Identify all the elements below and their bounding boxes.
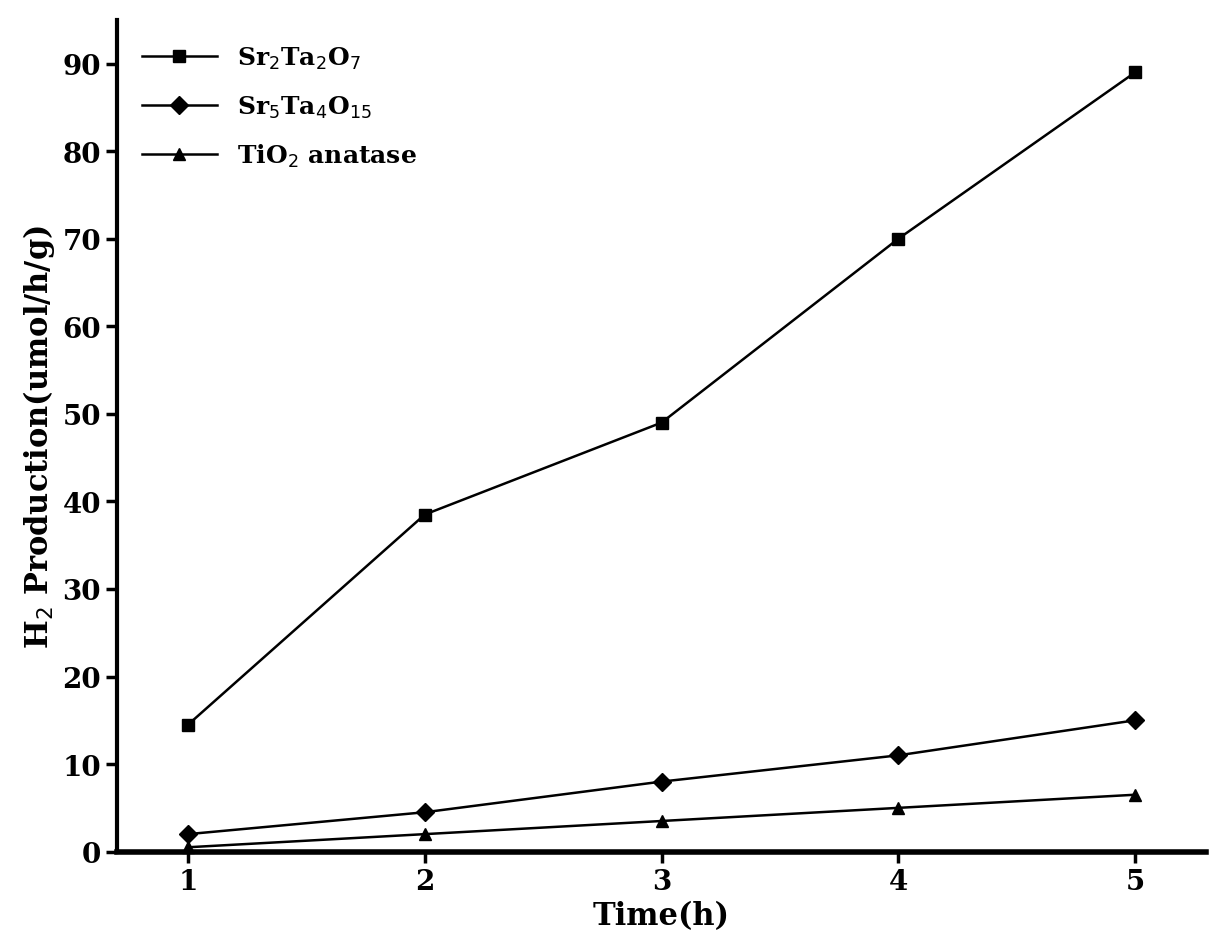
Sr$_5$Ta$_4$O$_{15}$: [891, 750, 906, 762]
Sr$_2$Ta$_2$O$_7$: [180, 719, 195, 730]
TiO$_2$ anatase: [180, 842, 195, 853]
TiO$_2$ anatase: [654, 816, 669, 827]
TiO$_2$ anatase: [891, 803, 906, 814]
Sr$_2$Ta$_2$O$_7$: [654, 417, 669, 428]
Sr$_2$Ta$_2$O$_7$: [417, 509, 432, 521]
Sr$_5$Ta$_4$O$_{15}$: [1128, 715, 1142, 726]
X-axis label: Time(h): Time(h): [593, 901, 730, 931]
Sr$_5$Ta$_4$O$_{15}$: [654, 776, 669, 787]
Legend: Sr$_2$Ta$_2$O$_7$, Sr$_5$Ta$_4$O$_{15}$, TiO$_2$ anatase: Sr$_2$Ta$_2$O$_7$, Sr$_5$Ta$_4$O$_{15}$,…: [130, 33, 429, 183]
Line: Sr$_2$Ta$_2$O$_7$: Sr$_2$Ta$_2$O$_7$: [182, 67, 1141, 731]
Sr$_5$Ta$_4$O$_{15}$: [180, 828, 195, 840]
Sr$_5$Ta$_4$O$_{15}$: [417, 806, 432, 818]
TiO$_2$ anatase: [1128, 789, 1142, 801]
Line: TiO$_2$ anatase: TiO$_2$ anatase: [182, 788, 1141, 854]
TiO$_2$ anatase: [417, 828, 432, 840]
Sr$_2$Ta$_2$O$_7$: [1128, 68, 1142, 79]
Y-axis label: H$_2$ Production(umol/h/g): H$_2$ Production(umol/h/g): [21, 225, 56, 648]
Line: Sr$_5$Ta$_4$O$_{15}$: Sr$_5$Ta$_4$O$_{15}$: [182, 714, 1141, 841]
Sr$_2$Ta$_2$O$_7$: [891, 234, 906, 246]
